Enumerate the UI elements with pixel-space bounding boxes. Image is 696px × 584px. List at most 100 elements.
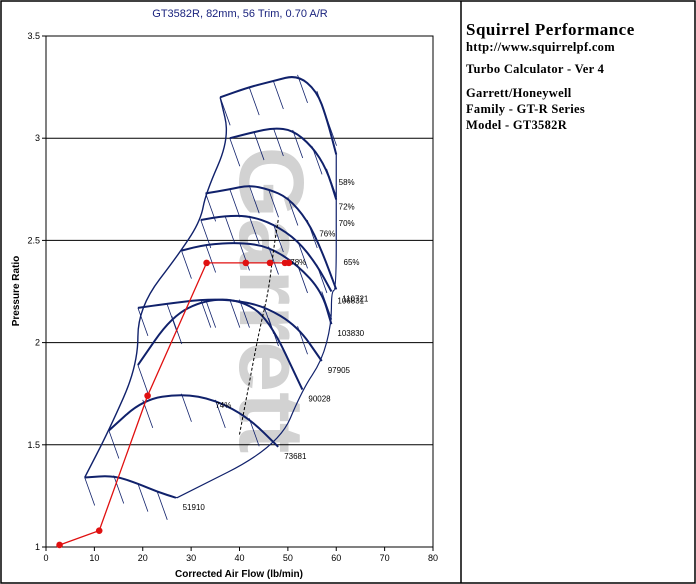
speed-hatch <box>205 299 217 328</box>
x-tick-label: 20 <box>138 553 148 563</box>
speed-hatch <box>253 131 265 161</box>
chart-title: GT3582R, 82mm, 56 Trim, 0.70 A/R <box>152 8 328 20</box>
compressor-map-lines <box>84 74 338 520</box>
speed-hatch <box>239 299 250 328</box>
y-axis-label: Pressure Ratio <box>11 256 22 327</box>
speed-line-label: 106831 <box>337 297 364 306</box>
speed-hatch <box>137 364 149 394</box>
choke-line <box>176 154 337 499</box>
x-tick-label: 60 <box>331 553 341 563</box>
speed-hatch <box>306 219 318 249</box>
y-tick-label: 3 <box>35 133 40 143</box>
speed-hatch <box>272 127 284 157</box>
x-tick-label: 40 <box>234 553 244 563</box>
brand-name: Squirrel Performance <box>466 20 635 39</box>
speed-hatch <box>156 491 168 520</box>
speed-hatch <box>239 242 250 271</box>
speed-hatch <box>297 240 308 269</box>
speed-hatch <box>229 189 241 218</box>
speed-hatch <box>326 168 337 197</box>
speed-line-label: 97905 <box>328 366 351 375</box>
speed-hatch <box>214 399 226 428</box>
speed-hatch <box>272 223 284 253</box>
y-tick-label: 1 <box>35 542 40 552</box>
speed-hatch <box>268 246 279 275</box>
speed-hatch <box>200 299 212 328</box>
speed-line <box>229 127 338 200</box>
efficiency-label: 78% <box>290 258 306 267</box>
watermark-logo: Garrett <box>220 147 322 454</box>
speed-hatch <box>248 215 260 245</box>
speed-hatch <box>137 307 149 336</box>
speed-hatch <box>181 250 192 279</box>
speed-hatch <box>326 117 337 146</box>
speed-line <box>84 475 177 499</box>
speed-hatch <box>229 138 241 167</box>
x-tick-label: 10 <box>89 553 99 563</box>
surge-line <box>84 97 228 478</box>
operating-point <box>203 259 210 267</box>
speed-hatch <box>248 185 260 214</box>
speed-line-label: 90028 <box>308 395 331 404</box>
operating-point <box>56 541 63 549</box>
speed-hatch <box>108 430 120 459</box>
speed-hatch <box>248 86 260 116</box>
y-tick-label: 1.5 <box>27 440 40 450</box>
compressor-map-chart: GT3582R, 82mm, 56 Trim, 0.70 A/R Garrett… <box>11 8 438 580</box>
website-url: http://www.squirrelpf.com <box>466 40 615 54</box>
speed-hatch <box>316 264 328 294</box>
speed-line-label: 110721 <box>342 294 369 303</box>
efficiency-label: 72% <box>339 203 355 212</box>
operating-point <box>242 259 250 267</box>
speed-line <box>219 76 338 155</box>
speed-hatch <box>287 197 299 226</box>
turbo-family: Family - GT-R Series <box>466 102 586 116</box>
speed-hatch <box>268 189 279 218</box>
speed-hatch <box>229 299 241 328</box>
speed-line <box>108 394 279 448</box>
operating-point <box>95 527 103 534</box>
operating-point <box>266 259 274 267</box>
efficiency-island <box>239 219 279 435</box>
manufacturer: Garrett/Honeywell <box>466 86 572 100</box>
calculator-version: Turbo Calculator - Ver 4 <box>466 62 605 76</box>
axes: 1 1.5 2 2.5 3 3.5 0 10 20 30 40 50 60 70 80 <box>27 31 438 563</box>
efficiency-label: 65% <box>344 258 360 267</box>
speed-line-label: 51910 <box>183 503 206 512</box>
speed-hatch <box>181 393 192 422</box>
speed-hatch <box>113 475 125 504</box>
speed-hatch <box>272 80 284 110</box>
speed-line <box>181 242 333 325</box>
speed-hatch <box>84 477 96 506</box>
speed-hatch <box>311 146 323 175</box>
y-tick-label: 2.5 <box>27 235 40 245</box>
speed-hatch <box>316 91 328 120</box>
watermark-layer: Garrett <box>220 147 322 454</box>
y-tick-label: 2 <box>35 338 40 348</box>
speed-hatch <box>200 219 212 249</box>
x-tick-label: 50 <box>283 553 293 563</box>
speed-hatch <box>166 303 178 332</box>
efficiency-label: 76% <box>319 229 335 238</box>
turbo-model: Model - GT3582R <box>466 118 568 132</box>
speed-hatch <box>205 193 217 222</box>
speed-line-label: 103830 <box>337 329 364 338</box>
operating-line <box>56 259 293 549</box>
speed-hatch <box>297 326 308 355</box>
speed-hatch <box>297 264 308 294</box>
operating-point <box>144 392 151 400</box>
x-tick-label: 30 <box>186 553 196 563</box>
x-tick-label: 0 <box>43 553 48 563</box>
efficiency-label: 58% <box>339 178 355 187</box>
x-tick-label: 80 <box>428 553 438 563</box>
x-axis-label: Corrected Air Flow (lb/min) <box>175 569 303 580</box>
speed-hatch <box>321 250 333 279</box>
efficiency-label: 74% <box>215 401 231 410</box>
speed-hatch <box>224 215 236 245</box>
speed-line-label: 73681 <box>284 452 307 461</box>
efficiency-label: 70% <box>339 219 355 228</box>
info-panel: Squirrel Performance http://www.squirrel… <box>466 20 692 133</box>
speed-hatch <box>321 291 333 320</box>
